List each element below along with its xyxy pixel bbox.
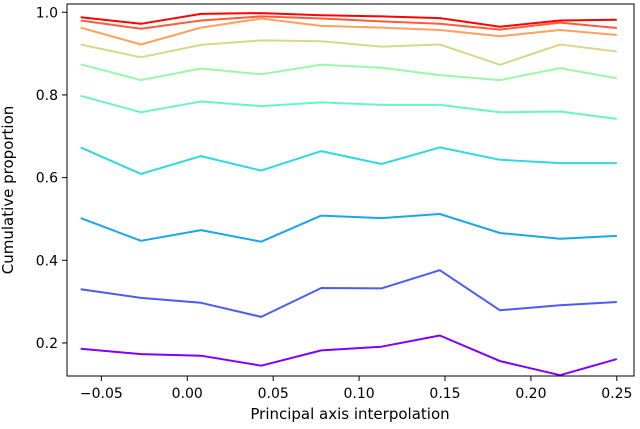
x-tick-label: 0.25 [601,386,632,402]
x-tick-label: −0.05 [80,386,123,402]
series-line-10 [80,12,617,28]
series-line-1 [80,334,618,377]
y-tick-label: 0.4 [36,253,58,269]
series-line-8 [80,17,617,46]
series-layer [80,12,618,377]
y-tick-label: 1.0 [36,5,58,21]
series-line-6 [80,63,617,82]
x-tick-label: 0.15 [429,386,460,402]
x-tick-label: 0.20 [515,386,546,402]
x-axis: −0.05 0.00 0.05 0.10 0.15 0.20 0.25 [80,376,632,402]
series-line-4 [80,146,617,175]
y-axis: 0.2 0.4 0.6 0.8 1.0 [36,5,67,352]
series-line-5 [80,94,617,120]
x-tick-label: 0.10 [344,386,375,402]
plot-frame [66,3,635,377]
series-line-9 [80,15,617,31]
series-line-3 [80,213,617,243]
y-axis-label: Cumulative proportion [0,106,17,275]
y-tick-label: 0.6 [36,171,58,187]
x-tick-label: 0.05 [258,386,289,402]
series-line-7 [80,39,617,66]
y-tick-label: 0.8 [36,88,58,104]
y-tick-label: 0.2 [36,336,58,352]
series-line-2 [80,269,617,318]
x-axis-label: Principal axis interpolation [250,405,449,423]
x-tick-label: 0.00 [172,386,203,402]
